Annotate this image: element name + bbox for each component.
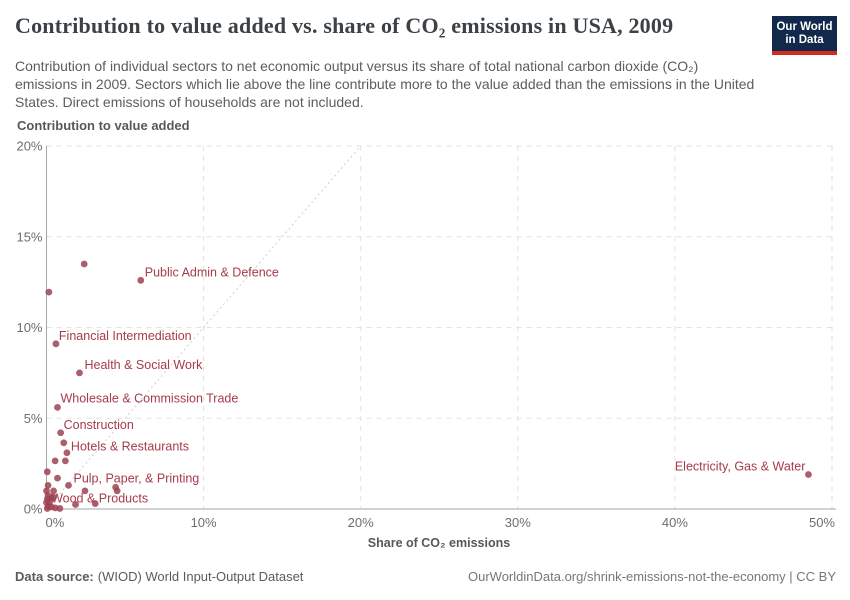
scatter-point[interactable] [65,482,72,489]
scatter-point[interactable] [51,457,59,465]
scatter-point[interactable] [72,501,79,508]
chart-subtitle: Contribution of individual sectors to ne… [15,58,755,111]
x-tick-label: 10% [191,515,217,530]
point-label: Financial Intermediation [59,329,192,343]
scatter-point[interactable] [50,487,57,495]
page-title: Contribution to value added vs. share of… [15,13,674,38]
scatter-point[interactable] [76,369,83,377]
y-tick-label: 20% [16,139,42,154]
y-tick-label: 0% [24,502,43,517]
scatter-point[interactable] [60,439,68,447]
data-source: Data source: (WIOD) World Input-Output Da… [15,569,303,584]
y-tick-label: 5% [24,411,43,426]
scatter-point[interactable] [91,500,99,507]
scatter-point[interactable] [137,276,145,284]
y-tick-label: 10% [16,320,42,335]
scatter-point[interactable] [61,457,69,465]
x-tick-label: 50% [809,515,835,530]
data-source-value: (WIOD) World Input-Output Dataset [97,569,304,584]
scatter-point[interactable] [50,493,57,501]
scatter-point[interactable] [113,487,121,495]
x-tick-label: 0% [46,515,65,530]
x-axis-title: Share of CO₂ emissions [367,536,511,550]
owid-logo-line1: Our World [776,21,833,33]
point-label: Hotels & Restaurants [71,440,189,454]
credit-link[interactable]: OurWorldinData.org/shrink-emissions-not-… [468,569,836,584]
parity-line [46,145,362,510]
y-tick-label: 15% [16,229,42,244]
scatter-point[interactable] [52,340,60,348]
scatter-point[interactable] [54,403,61,411]
scatter-point[interactable] [57,429,65,437]
data-source-label: Data source: [15,569,94,584]
scatter-point[interactable] [44,482,52,489]
y-axis-title: Contribution to value added [17,118,190,133]
scatter-point[interactable] [56,505,64,512]
point-label: Wholesale & Commission Trade [60,391,238,405]
owid-logo-line2: in Data [785,34,824,46]
scatter-point[interactable] [54,474,61,482]
point-label: Health & Social Work [84,358,203,372]
scatter-point[interactable] [43,487,50,495]
x-tick-label: 30% [505,515,531,530]
scatter-point[interactable] [81,487,89,495]
point-label: Public Admin & Defence [145,265,279,279]
point-label: Construction [64,418,134,432]
x-tick-label: 40% [662,515,688,530]
scatter-point[interactable] [45,288,53,296]
scatter-point[interactable] [63,449,71,457]
scatter-point[interactable] [80,260,88,268]
x-tick-label: 20% [348,515,374,530]
scatter-point[interactable] [805,471,812,478]
point-label: Wood & Products [51,491,148,505]
point-label: Electricity, Gas & Water [675,460,806,474]
owid-logo[interactable]: Our World in Data [772,16,837,55]
scatter-point[interactable] [43,468,51,476]
point-label: Pulp, Paper, & Printing [73,471,199,485]
scatter-point[interactable] [43,505,51,512]
